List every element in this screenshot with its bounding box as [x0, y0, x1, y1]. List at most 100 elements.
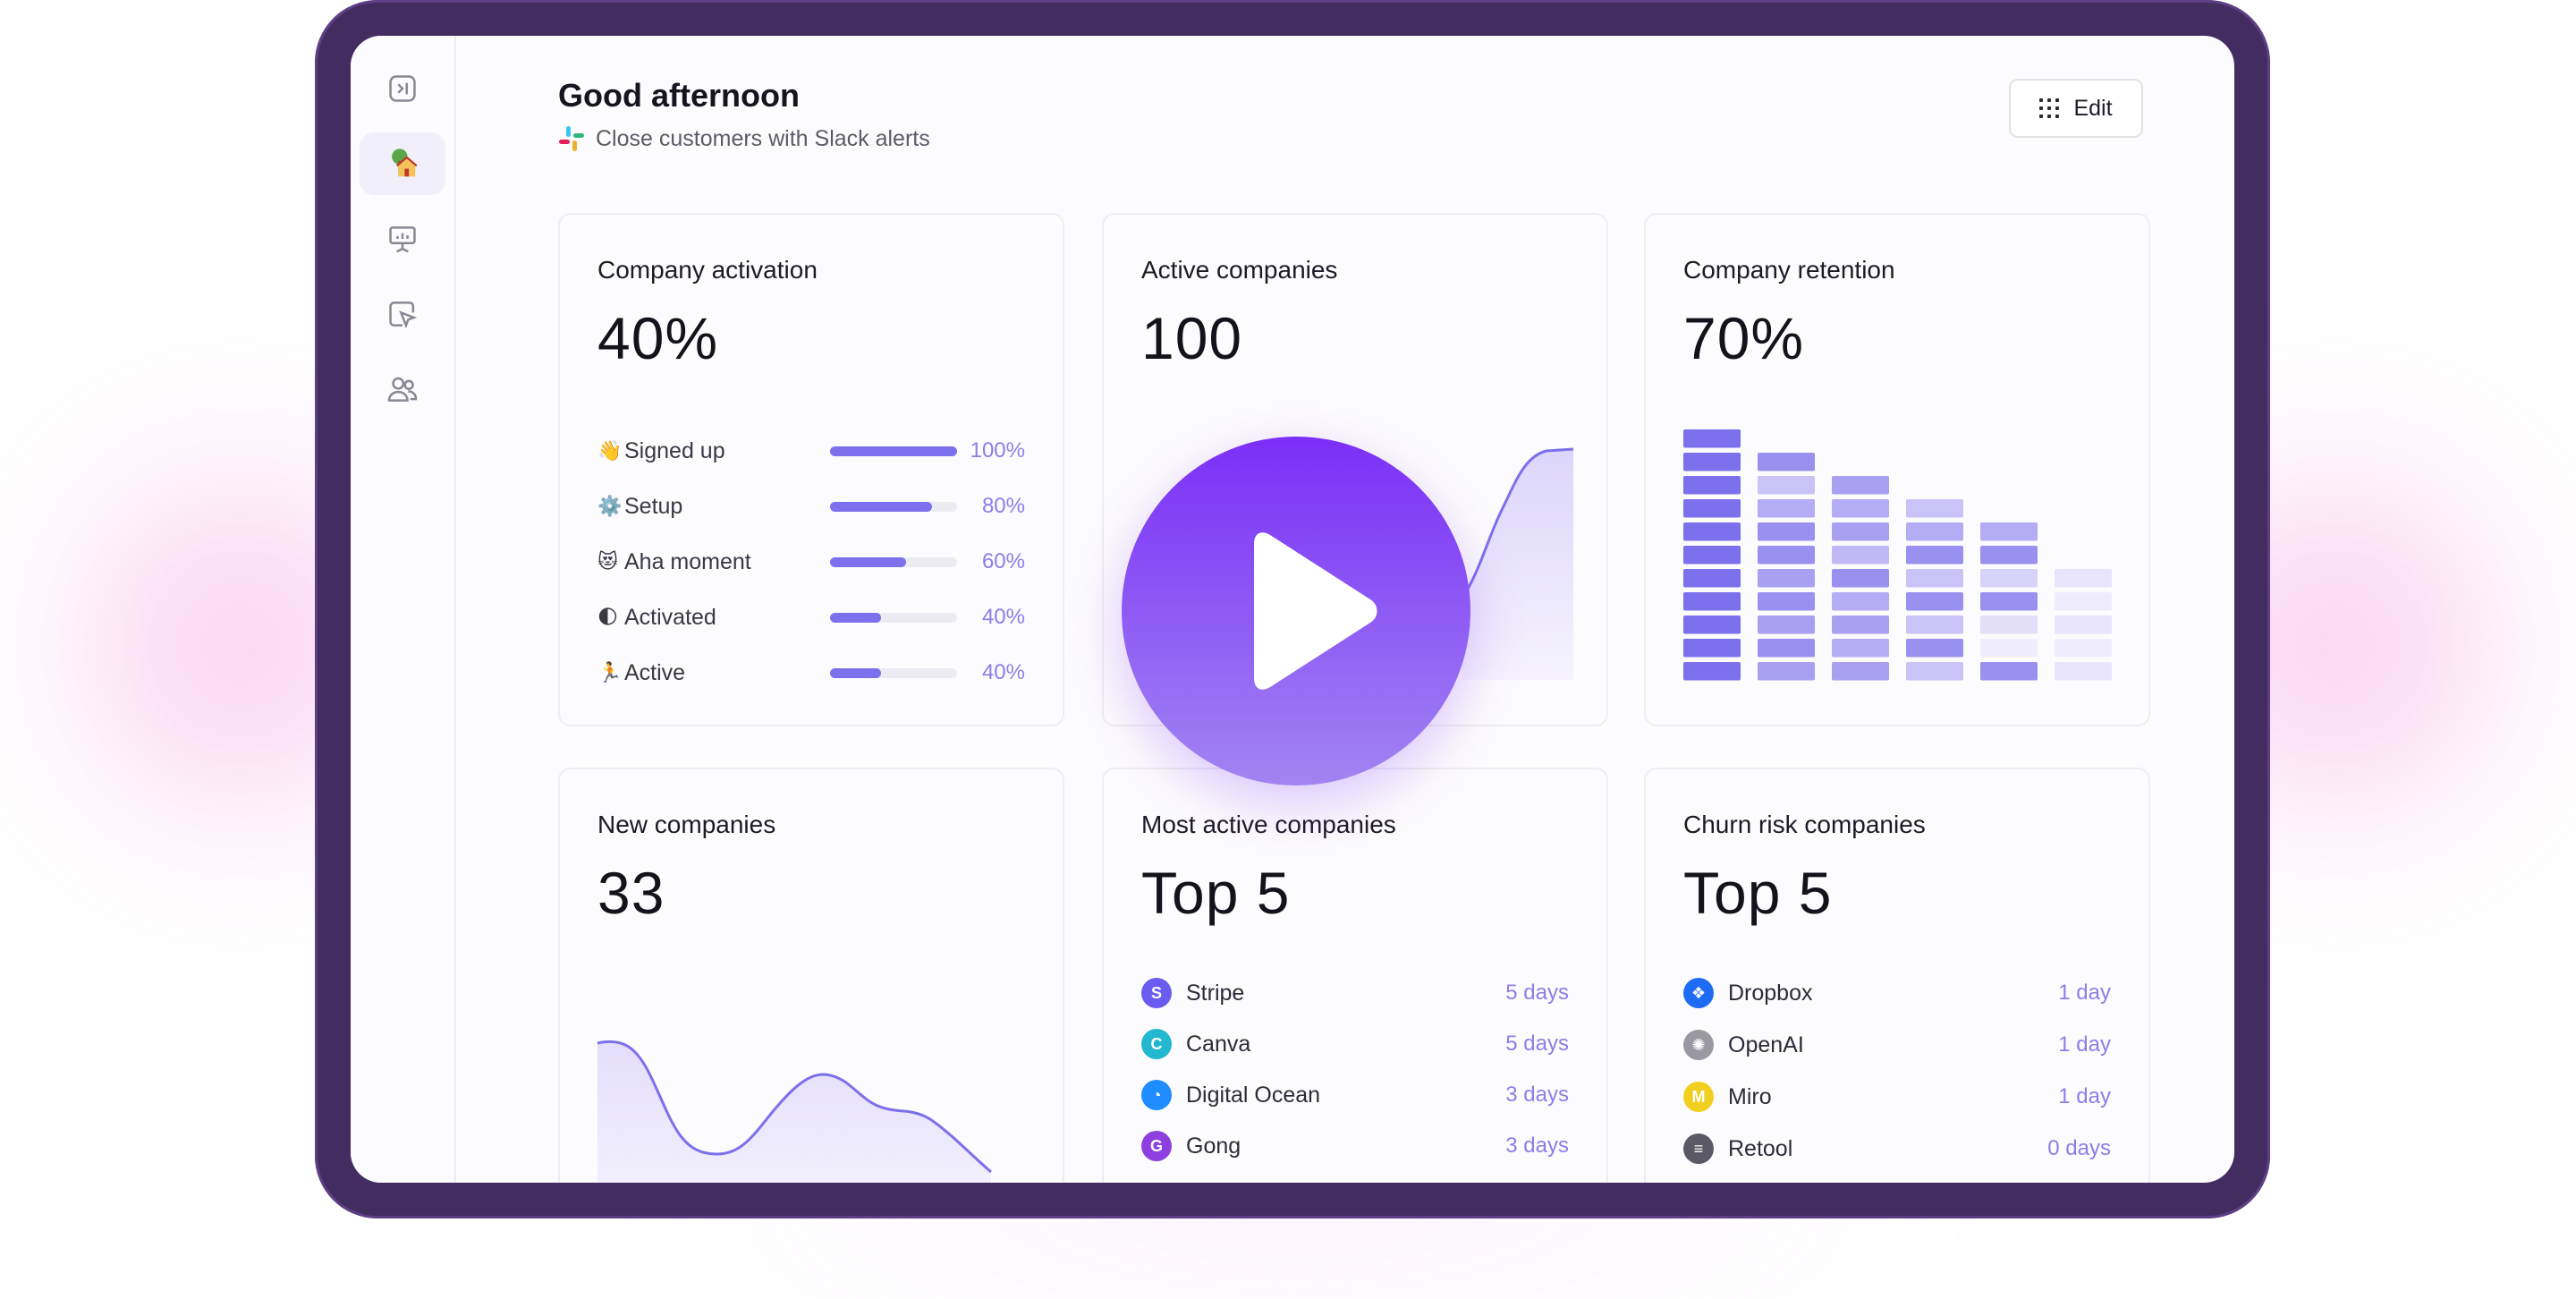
funnel-step-percent: 100% [970, 438, 1025, 463]
video-play-button[interactable] [1122, 437, 1470, 785]
retention-cell [1832, 476, 1889, 495]
retention-cell [1758, 476, 1815, 495]
company-row[interactable]: S Stripe 5 days [1141, 973, 1569, 1013]
main-content: Good afternoon Close customers with Slac… [456, 36, 2234, 1183]
sidebar-item-people[interactable] [360, 358, 445, 420]
funnel-row: ⚙️ Setup 80% [597, 488, 1025, 524]
funnel-step-percent: 40% [981, 605, 1025, 629]
funnel-progress-bar [830, 667, 957, 678]
funnel-progress-fill [830, 667, 881, 678]
retention-cell [2055, 639, 2112, 658]
home-emoji-icon [392, 149, 418, 177]
retention-cell [1758, 522, 1815, 541]
funnel-step-percent: 40% [981, 660, 1025, 684]
funnel-progress-fill [830, 612, 881, 623]
retention-cell [1980, 616, 2038, 634]
company-name: Canva [1186, 1031, 1251, 1057]
company-name: Dropbox [1728, 980, 1813, 1006]
funnel-row: 🌓 Activated 40% [597, 599, 1025, 635]
funnel-progress-fill [830, 556, 907, 567]
retention-cell [1683, 499, 1741, 518]
retention-cell [1683, 546, 1741, 565]
funnel-progress-fill [830, 501, 932, 512]
company-row[interactable]: ✺ OpenAI 1 day [1683, 1025, 2111, 1065]
retention-cell [1906, 499, 1963, 518]
funnel-step-label: Aha moment [624, 548, 751, 574]
slack-icon [558, 125, 585, 152]
play-icon [1254, 532, 1377, 690]
funnel-step-icon: ⚙️ [597, 495, 623, 517]
retention-cell [1683, 592, 1741, 611]
company-row[interactable]: M Miro 1 day [1683, 1077, 2111, 1116]
retention-cell [1758, 499, 1815, 518]
retention-cell [1758, 453, 1815, 471]
sidebar [351, 36, 456, 1183]
card-value: Top 5 [1683, 860, 1833, 926]
card-title: Churn risk companies [1683, 811, 1926, 838]
company-name: Digital Ocean [1186, 1082, 1321, 1108]
funnel-step-label: Active [624, 659, 686, 685]
grid-dots-icon [2039, 98, 2060, 118]
company-days: 3 days [1505, 1082, 1569, 1107]
retention-cell [1758, 546, 1815, 565]
retention-cell [1980, 639, 2038, 658]
company-logo-icon: ≡ [1683, 1133, 1714, 1164]
presentation-chart-icon [389, 226, 416, 253]
retention-cell [1683, 569, 1741, 588]
retention-cell [1758, 592, 1815, 611]
retention-cell [1832, 662, 1889, 681]
retention-cell [1832, 522, 1889, 541]
edit-button[interactable]: Edit [2009, 79, 2143, 138]
company-name: Miro [1728, 1083, 1772, 1109]
company-row[interactable]: C Canva 5 days [1141, 1024, 1569, 1064]
card-company-retention[interactable]: Company retention 70% [1644, 213, 2150, 726]
card-company-activation[interactable]: Company activation 40% 👋 Signed up 100% ⚙️ S… [558, 213, 1064, 726]
sidebar-toggle-icon[interactable] [360, 57, 445, 120]
retention-cell [1906, 592, 1963, 611]
funnel-row: 😻 Aha moment 60% [597, 544, 1025, 580]
company-row[interactable]: G Gong 3 days [1141, 1126, 1569, 1166]
retention-cell [1683, 522, 1741, 541]
retention-cell [1980, 522, 2038, 541]
funnel-step-percent: 60% [981, 549, 1025, 573]
company-logo-icon: ❖ [1683, 978, 1714, 1008]
retention-cell [1906, 522, 1963, 541]
company-row[interactable]: ◔ Digital Ocean 3 days [1141, 1075, 1569, 1115]
retention-cell [1906, 569, 1963, 588]
sidebar-item-presentation[interactable] [360, 208, 445, 270]
card-new-companies[interactable]: New companies 33 [558, 768, 1064, 1183]
company-row[interactable]: ≡ Retool 0 days [1683, 1129, 2111, 1168]
retention-cell [2055, 569, 2112, 588]
funnel-progress-bar [830, 501, 957, 512]
card-churn-risk-companies[interactable]: Churn risk companies Top 5 ❖ Dropbox 1 day… [1644, 768, 2150, 1183]
company-name: Retool [1728, 1135, 1793, 1161]
retention-cell [1683, 662, 1741, 681]
card-title: Most active companies [1141, 811, 1396, 838]
card-value: 70% [1683, 305, 1805, 371]
funnel-row: 👋 Signed up 100% [597, 433, 1025, 469]
company-days: 5 days [1505, 981, 1569, 1005]
funnel-step-icon: 🏃 [597, 661, 623, 683]
funnel-progress-bar [830, 446, 957, 456]
card-title: Active companies [1141, 256, 1338, 284]
sidebar-item-home[interactable] [360, 132, 445, 195]
card-title: New companies [597, 811, 776, 838]
company-row[interactable]: ❖ Dropbox 1 day [1683, 973, 2111, 1013]
retention-cell [1980, 546, 2038, 565]
funnel-progress-bar [830, 556, 957, 567]
card-title: Company activation [597, 256, 818, 284]
company-name: Stripe [1186, 980, 1245, 1006]
funnel-step-label: Setup [624, 493, 683, 519]
funnel-step-icon: 🌓 [597, 606, 618, 628]
retention-cell [1683, 429, 1741, 448]
card-most-active-companies[interactable]: Most active companies Top 5 S Stripe 5 day… [1102, 768, 1608, 1183]
retention-cell [1683, 639, 1741, 658]
card-value: Top 5 [1141, 860, 1291, 926]
users-icon [387, 377, 418, 402]
sidebar-item-click-tracking[interactable] [360, 283, 445, 345]
company-days: 5 days [1505, 1032, 1569, 1056]
funnel-step-icon: 👋 [597, 439, 623, 462]
card-value: 40% [597, 305, 719, 371]
retention-cell [1758, 616, 1815, 634]
retention-cell [1832, 592, 1889, 611]
